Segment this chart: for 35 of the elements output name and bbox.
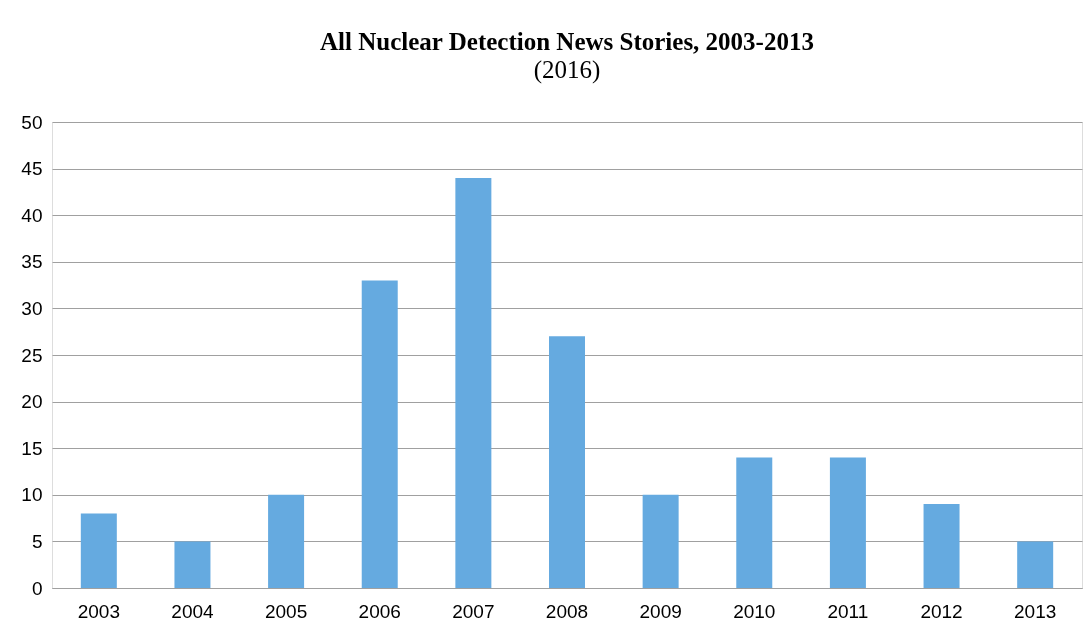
y-tick-label: 15 — [21, 437, 43, 459]
y-tick-label: 0 — [31, 577, 43, 599]
bar — [455, 177, 492, 588]
bar — [268, 494, 305, 588]
y-tick-label: 20 — [21, 391, 43, 413]
bar — [642, 494, 679, 588]
x-tick-label: 2005 — [264, 600, 308, 622]
x-tick-label: 2011 — [827, 600, 869, 622]
bar — [923, 504, 960, 588]
x-tick-label: 2010 — [733, 600, 776, 622]
bar — [361, 280, 398, 588]
x-tick-label: 2004 — [171, 600, 215, 622]
y-tick-label: 10 — [21, 484, 43, 506]
x-tick-label: 2003 — [77, 600, 120, 622]
y-tick-label: 45 — [21, 158, 43, 180]
x-tick-label: 2009 — [639, 600, 682, 622]
x-tick-label: 2008 — [545, 600, 589, 622]
x-tick-label: 2006 — [358, 600, 401, 622]
y-tick-label: 50 — [21, 111, 43, 133]
x-tick-label: 2013 — [1014, 600, 1057, 622]
y-tick-label: 35 — [21, 251, 43, 273]
y-tick-label: 25 — [21, 344, 43, 366]
chart-title: All Nuclear Detection News Stories, 2003-2013 — [320, 28, 814, 55]
bar — [80, 513, 117, 588]
chart-subtitle: (2016) — [533, 56, 601, 84]
bar — [829, 457, 866, 588]
x-tick-label: 2012 — [920, 600, 963, 622]
bar — [1017, 541, 1054, 588]
bar — [174, 541, 211, 588]
bar — [736, 457, 773, 588]
y-tick-label: 5 — [31, 530, 43, 552]
y-tick-label: 30 — [21, 297, 43, 319]
x-tick-label: 2007 — [452, 600, 495, 622]
bar — [549, 336, 585, 588]
y-tick-label: 40 — [21, 204, 43, 226]
